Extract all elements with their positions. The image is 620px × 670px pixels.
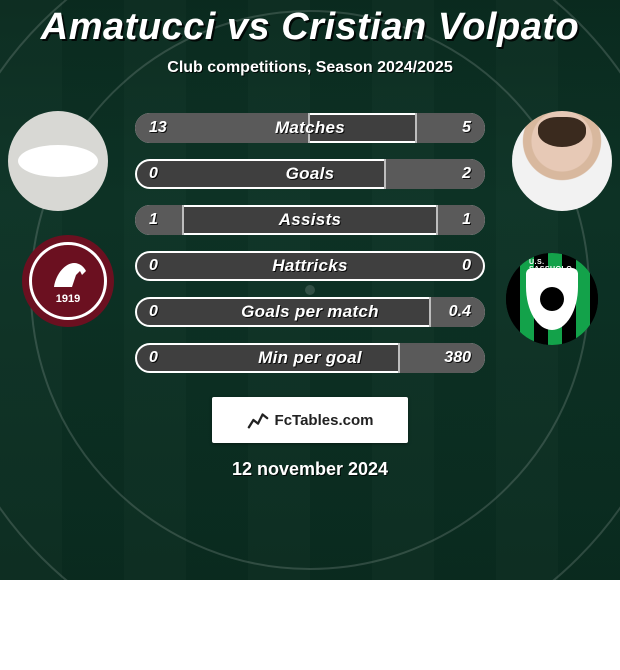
stat-row: Goals per match0 0.4 [135,297,485,327]
stat-value-right: 0.4 [449,297,471,327]
stat-value-left: 0 [149,297,158,327]
date-line: 12 november 2024 [0,459,620,480]
stat-label: Goals per match [135,297,485,327]
stat-label: Goals [135,159,485,189]
chart-line-icon [247,409,269,431]
stat-label: Matches [135,113,485,143]
brand-badge[interactable]: FcTables.com [212,397,408,443]
comparison-panel: 1919 U.S. SASSUOLO Matches135Goals02Assi… [0,105,620,385]
club-badge-left: 1919 [22,235,114,327]
stat-value-right: 2 [462,159,471,189]
player-avatar-left [8,111,108,211]
stat-label: Min per goal [135,343,485,373]
stat-row: Min per goal0 380 [135,343,485,373]
content: Amatucci vs Cristian Volpato Club compet… [0,0,620,580]
club-badge-right: U.S. SASSUOLO [506,253,598,345]
stat-row: Hattricks0 0 [135,251,485,281]
stat-value-left: 13 [149,113,167,143]
club-left-year: 1919 [56,293,80,305]
stat-row: Goals0 2 [135,159,485,189]
brand-text: FcTables.com [275,412,374,429]
page-title: Amatucci vs Cristian Volpato [0,0,620,49]
horse-icon [50,257,90,291]
player-avatar-right [512,111,612,211]
stat-value-left: 0 [149,159,158,189]
stat-value-right: 5 [462,113,471,143]
stat-value-right: 1 [462,205,471,235]
stat-value-right: 0 [462,251,471,281]
stat-bars: Matches135Goals02Assists11Hattricks00Goa… [135,113,485,389]
stat-label: Hattricks [135,251,485,281]
stat-value-left: 0 [149,343,158,373]
stat-row: Matches13 5 [135,113,485,143]
stat-value-left: 0 [149,251,158,281]
club-right-text: U.S. SASSUOLO [529,259,575,273]
subtitle: Club competitions, Season 2024/2025 [0,59,620,77]
stat-row: Assists1 1 [135,205,485,235]
stat-value-right: 380 [444,343,471,373]
stat-label: Assists [135,205,485,235]
stat-value-left: 1 [149,205,158,235]
